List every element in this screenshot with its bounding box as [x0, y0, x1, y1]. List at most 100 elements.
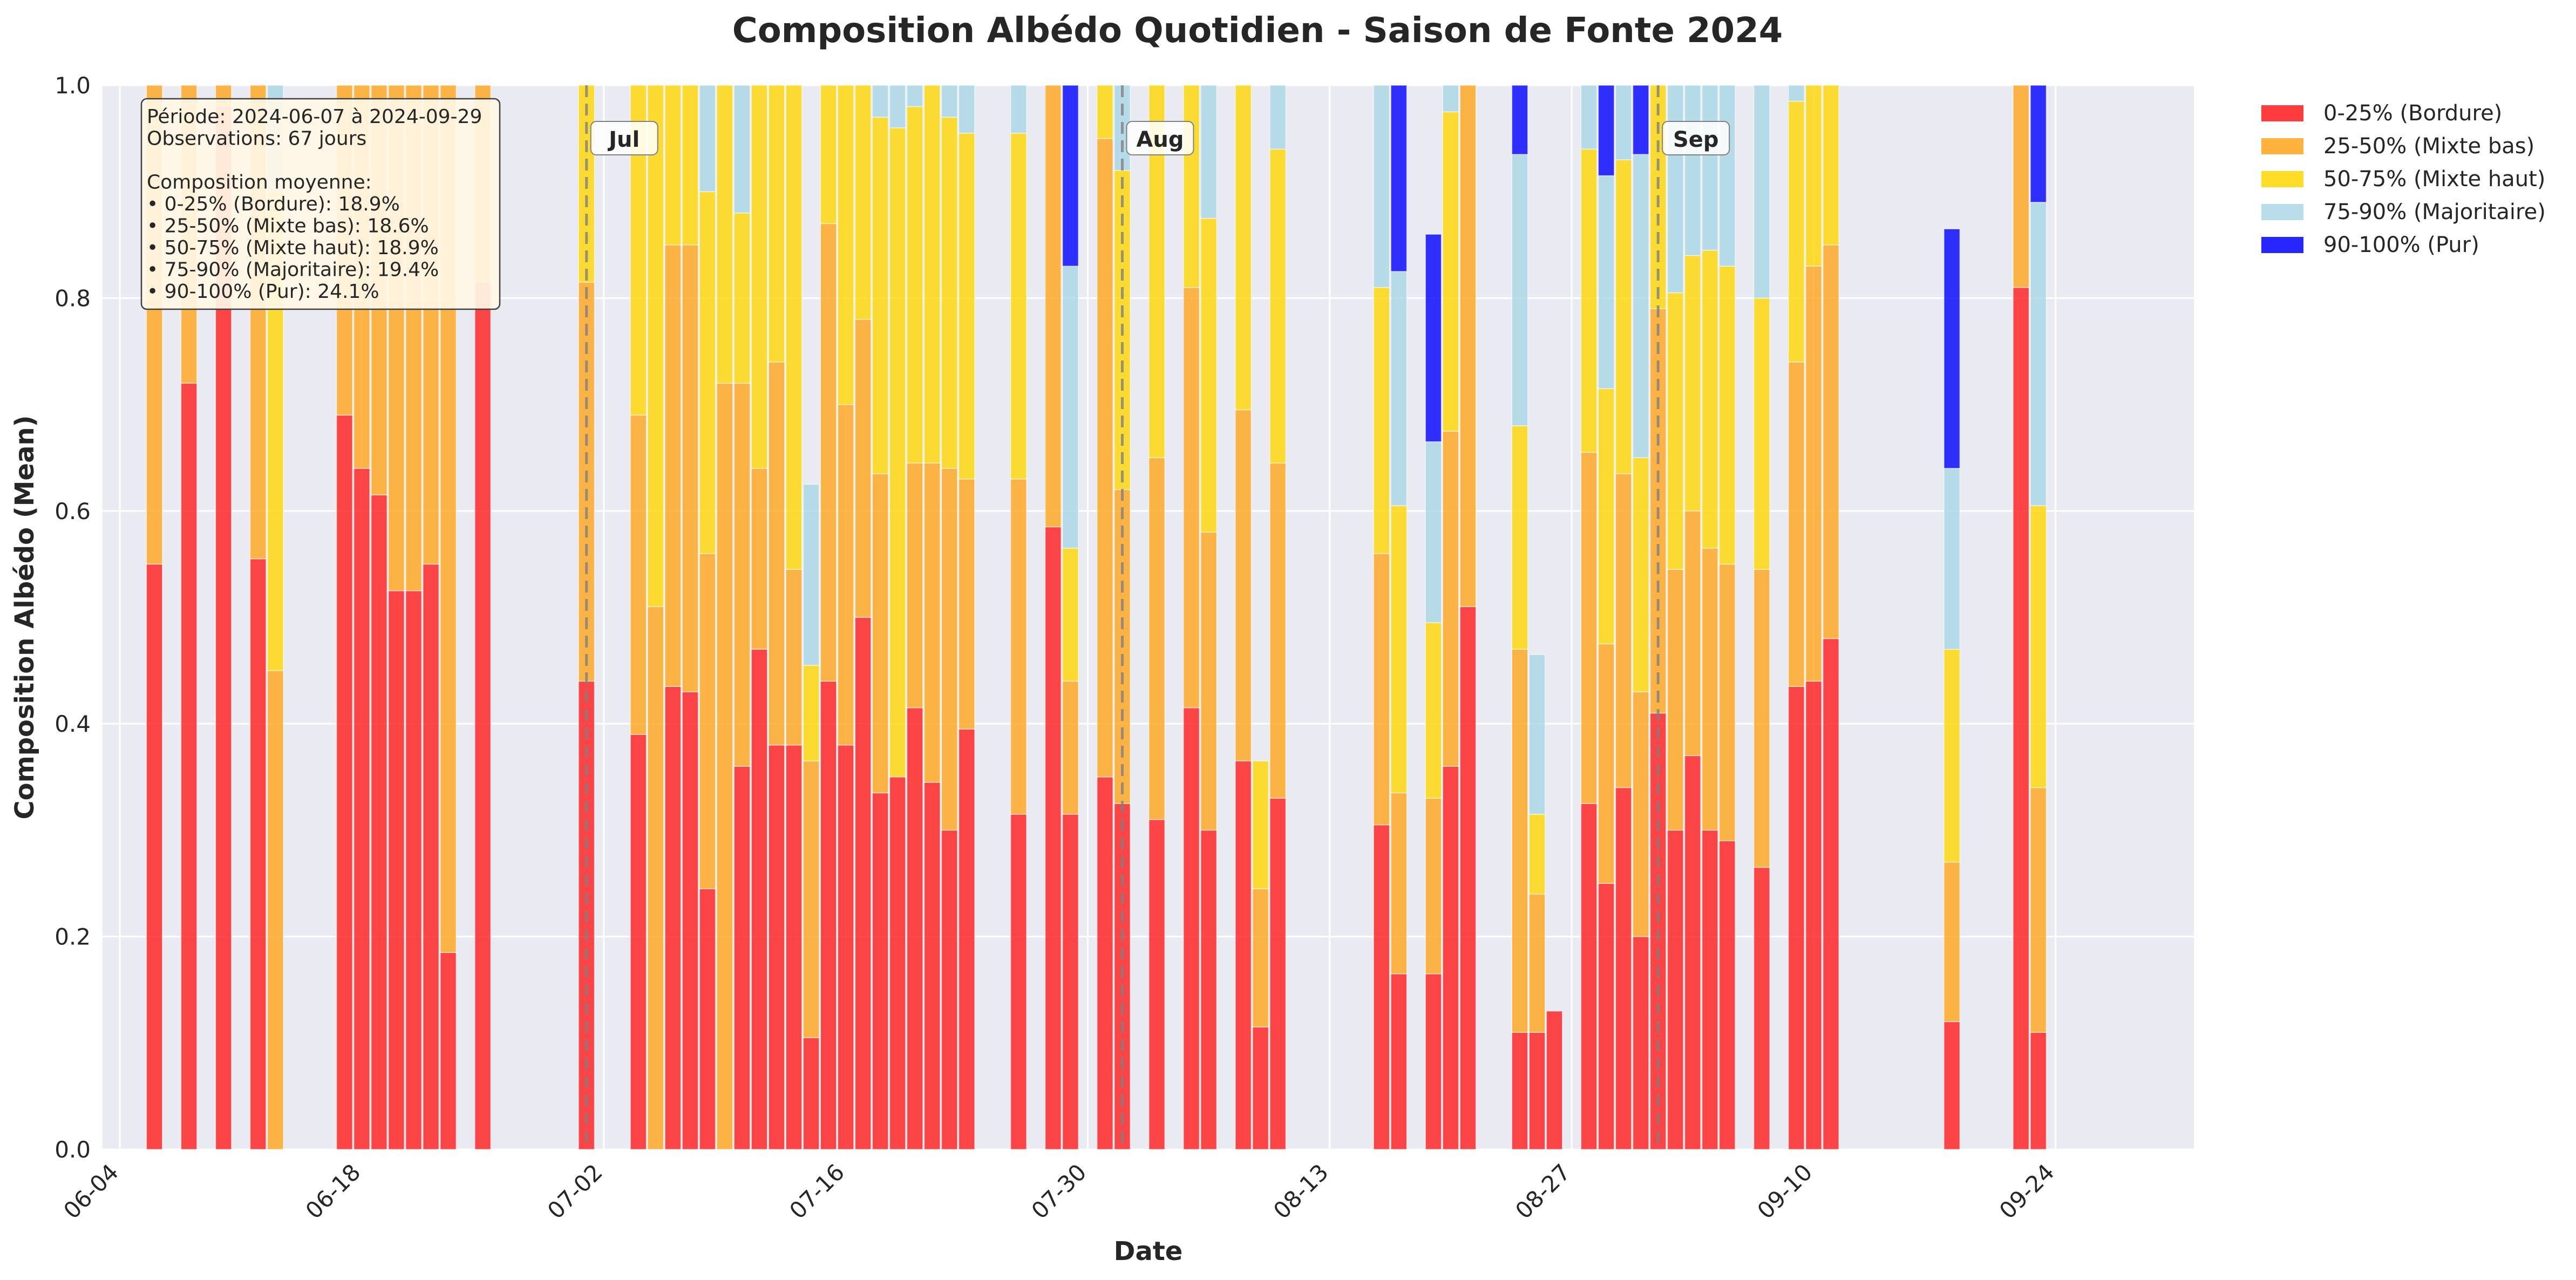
- bar-segment: [1442, 766, 1459, 1150]
- bar-segment: [1943, 228, 1961, 469]
- y-axis-label: Composition Albédo (Mean): [10, 415, 40, 819]
- bar-segment: [1010, 132, 1027, 480]
- bar-segment: [682, 85, 699, 246]
- bar-segment: [785, 744, 803, 1150]
- bar-segment: [2013, 85, 2030, 288]
- month-marker-label: Sep: [1673, 127, 1719, 152]
- bar-segment: [1459, 85, 1477, 608]
- bar-segment: [1425, 798, 1442, 975]
- bar-segment: [820, 223, 837, 682]
- bar-segment: [1718, 563, 1736, 841]
- bar-segment: [889, 85, 906, 128]
- bar-segment: [1753, 85, 1770, 299]
- summary-line: • 0-25% (Bordure): 18.9%: [147, 193, 400, 215]
- bar-segment: [1805, 85, 1822, 267]
- bar-segment: [1615, 85, 1632, 160]
- summary-line: Composition moyenne:: [147, 172, 372, 194]
- bar-segment: [1598, 85, 1615, 176]
- bar-segment: [1373, 553, 1390, 826]
- bar-segment: [1442, 85, 1459, 113]
- bar-segment: [405, 590, 422, 1150]
- bar-segment: [249, 558, 267, 1150]
- bar-segment: [1096, 85, 1113, 139]
- bar-segment: [1373, 287, 1390, 554]
- bar-segment: [854, 617, 872, 1150]
- bar-segment: [664, 686, 682, 1150]
- bar-segment: [1822, 85, 1839, 246]
- y-tick-label: 0.2: [55, 924, 91, 950]
- bar-segment: [803, 760, 820, 1038]
- bar-segment: [1252, 888, 1269, 1027]
- bar-segment: [1667, 829, 1684, 1150]
- bar-segment: [2013, 287, 2030, 1150]
- bar-segment: [1425, 622, 1442, 799]
- bar-segment: [1062, 265, 1079, 549]
- bar-segment: [1528, 654, 1546, 815]
- bar-segment: [1822, 638, 1839, 1150]
- bar-segment: [1442, 431, 1459, 767]
- bar-segment: [1511, 154, 1528, 426]
- bar-segment: [1183, 287, 1200, 709]
- y-axis: 0.0 0.2 0.4 0.6 0.8 1.0: [55, 72, 91, 1163]
- bar-segment: [872, 85, 889, 118]
- y-tick-label: 0.0: [55, 1136, 91, 1163]
- bar-segment: [1546, 1010, 1563, 1150]
- bar-segment: [1701, 249, 1718, 549]
- month-marker-box: [1126, 121, 1194, 155]
- bar-segment: [785, 569, 803, 746]
- bar-segment: [1010, 478, 1027, 815]
- bar-segment: [1528, 893, 1546, 1033]
- y-tick-label: 0.6: [55, 498, 91, 525]
- y-tick-label: 0.4: [55, 711, 91, 737]
- bar-segment: [1269, 462, 1287, 799]
- bar-segment: [180, 383, 198, 1150]
- bar-segment: [1615, 473, 1632, 788]
- bar-segment: [1718, 85, 1736, 267]
- bar-segment: [872, 792, 889, 1150]
- bar-segment: [1235, 760, 1252, 1150]
- bar-segment: [1667, 85, 1684, 294]
- bar-segment: [1701, 829, 1718, 1150]
- bar-segment: [1010, 85, 1027, 134]
- bar-segment: [941, 85, 958, 118]
- bar-segment: [699, 85, 716, 192]
- bar-segment: [1425, 441, 1442, 623]
- chart-title: Composition Albédo Quotidien - Saison de…: [732, 11, 1783, 51]
- bar-segment: [1787, 361, 1805, 687]
- bar-segment: [370, 494, 388, 1150]
- bar-segment: [906, 106, 923, 464]
- bar-segment: [1632, 691, 1649, 937]
- legend-label: 75-90% (Majoritaire): [2323, 200, 2546, 224]
- bar-segment: [353, 468, 370, 1150]
- bar-segment: [1684, 510, 1701, 757]
- bar-segment: [1684, 255, 1701, 512]
- bar-segment: [1200, 532, 1218, 831]
- bar-segment: [1373, 85, 1390, 288]
- bar-segment: [647, 606, 664, 1150]
- bar-segment: [1235, 85, 1252, 411]
- y-tick-label: 1.0: [55, 72, 91, 99]
- bar-segment: [1511, 85, 1528, 155]
- bar-segment: [1667, 292, 1684, 570]
- bar-segment: [906, 462, 923, 709]
- bar-segment: [941, 468, 958, 831]
- bar-segment: [2030, 1032, 2047, 1150]
- bar-segment: [1390, 792, 1408, 975]
- bar-segment: [1062, 680, 1079, 815]
- bar-segment: [682, 691, 699, 1150]
- bar-segment: [958, 728, 975, 1150]
- bar-segment: [1062, 548, 1079, 682]
- bar-segment: [1390, 271, 1408, 506]
- bar-segment: [906, 85, 923, 107]
- bar-segment: [682, 244, 699, 692]
- bar-segment: [716, 383, 733, 1150]
- summary-line: • 25-50% (Mixte bas): 18.6%: [147, 215, 429, 237]
- bar-segment: [388, 590, 405, 1150]
- bar-segment: [1598, 175, 1615, 389]
- bar-segment: [1787, 85, 1805, 102]
- month-marker-label: Jul: [607, 127, 640, 152]
- bar-segment: [1183, 707, 1200, 1150]
- bar-segment: [958, 85, 975, 134]
- bar-segment: [1528, 1032, 1546, 1150]
- bar-segment: [733, 766, 751, 1150]
